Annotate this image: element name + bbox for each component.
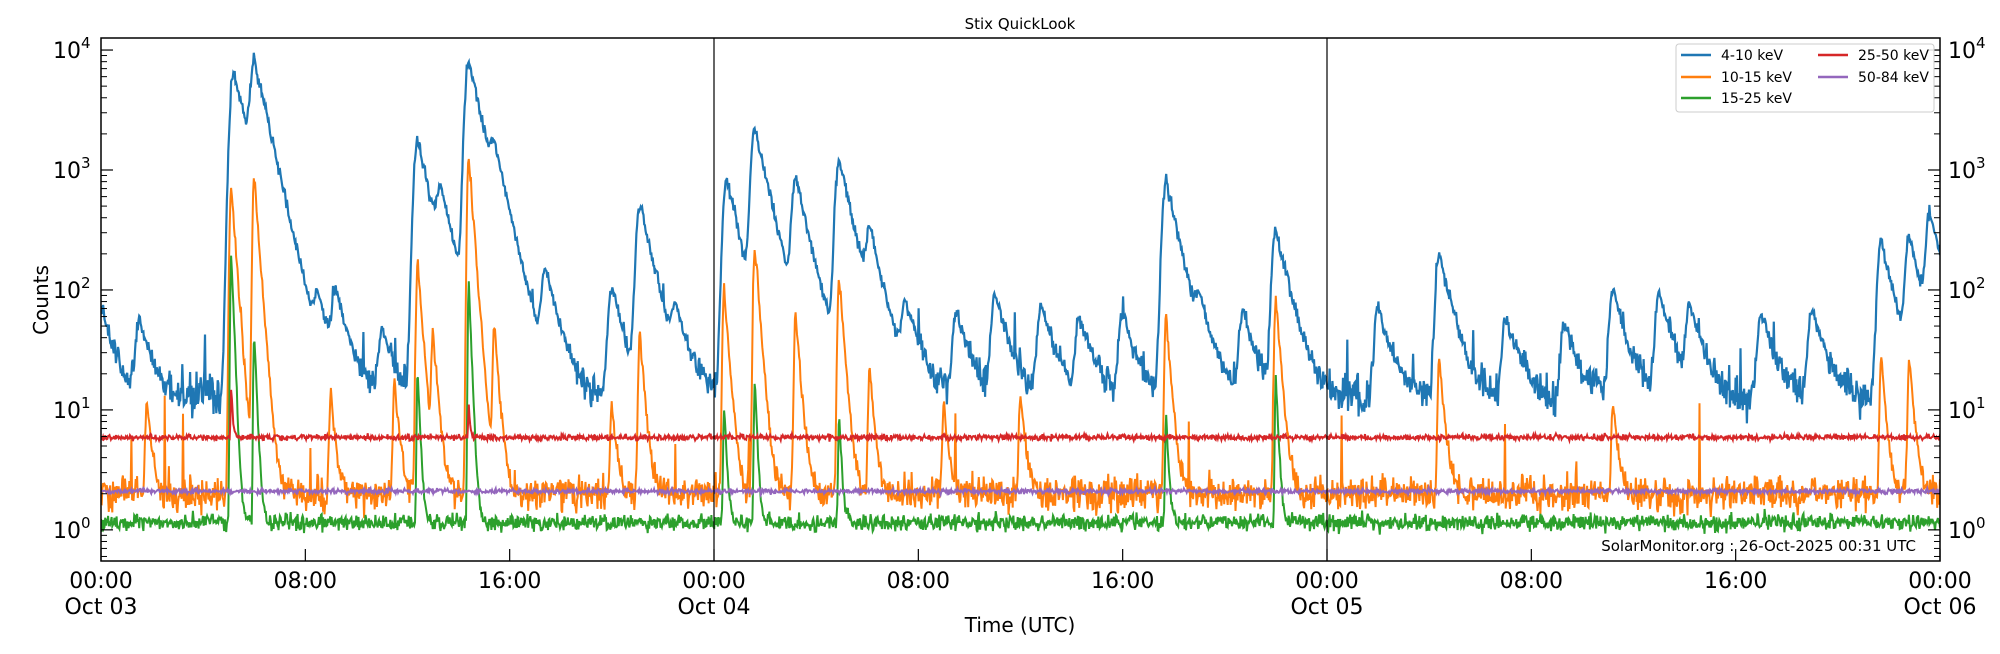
legend-label: 4-10 keV	[1721, 48, 1783, 64]
x-tick-label-date: Oct 04	[677, 595, 750, 620]
x-tick-label-time: 16:00	[1704, 569, 1767, 594]
legend-label: 15-25 keV	[1721, 91, 1792, 107]
series-line-4-10-keV	[101, 52, 1940, 424]
x-tick-label-time: 00:00	[1908, 569, 1971, 594]
legend-label: 25-50 keV	[1858, 48, 1929, 64]
x-tick-label-date: Oct 06	[1903, 595, 1976, 620]
plot-frame	[100, 37, 1941, 562]
legend-label: 10-15 keV	[1721, 70, 1792, 86]
series-line-50-84-keV	[101, 483, 1940, 499]
x-tick-label-time: 00:00	[1295, 569, 1358, 594]
x-tick-label-time: 00:00	[69, 569, 132, 594]
y-axis-label: Counts	[29, 265, 53, 335]
series-line-25-50-keV	[101, 389, 1940, 445]
x-tick-label-time: 00:00	[682, 569, 745, 594]
y-tick-label-right: 104	[1948, 34, 1986, 64]
y-tick-label-right: 102	[1948, 274, 1986, 304]
x-tick-label-time: 08:00	[887, 569, 950, 594]
y-tick-label-left: 100	[53, 514, 91, 544]
y-tick-label-left: 103	[53, 154, 91, 184]
x-tick-label-time: 16:00	[478, 569, 541, 594]
y-tick-label-right: 103	[1948, 154, 1986, 184]
legend-box	[1675, 43, 1935, 113]
y-tick-label-left: 101	[53, 394, 91, 424]
legend: 4-10 keV 10-15 keV 15-25 keV 25-50 keV 50-84…	[1675, 43, 1935, 113]
watermark-annotation: SolarMonitor.org : 26-Oct-2025 00:31 UTC	[1601, 537, 1916, 555]
x-tick-label-date: Oct 05	[1290, 595, 1363, 620]
x-tick-label-time: 08:00	[274, 569, 337, 594]
x-tick-label-time: 16:00	[1091, 569, 1154, 594]
x-tick-label-time: 08:00	[1500, 569, 1563, 594]
x-axis-label: Time (UTC)	[964, 613, 1076, 637]
legend-label: 50-84 keV	[1858, 70, 1929, 86]
y-tick-label-left: 102	[53, 274, 91, 304]
series-layer	[101, 52, 1940, 535]
y-tick-label-right: 101	[1948, 394, 1986, 424]
x-tick-label-date: Oct 03	[64, 595, 137, 620]
series-line-10-15-keV	[101, 158, 1940, 519]
chart-title: Stix QuickLook	[965, 15, 1076, 33]
series-line-15-25-keV	[101, 255, 1940, 535]
y-tick-label-left: 104	[53, 34, 91, 64]
y-tick-label-right: 100	[1948, 514, 1986, 544]
